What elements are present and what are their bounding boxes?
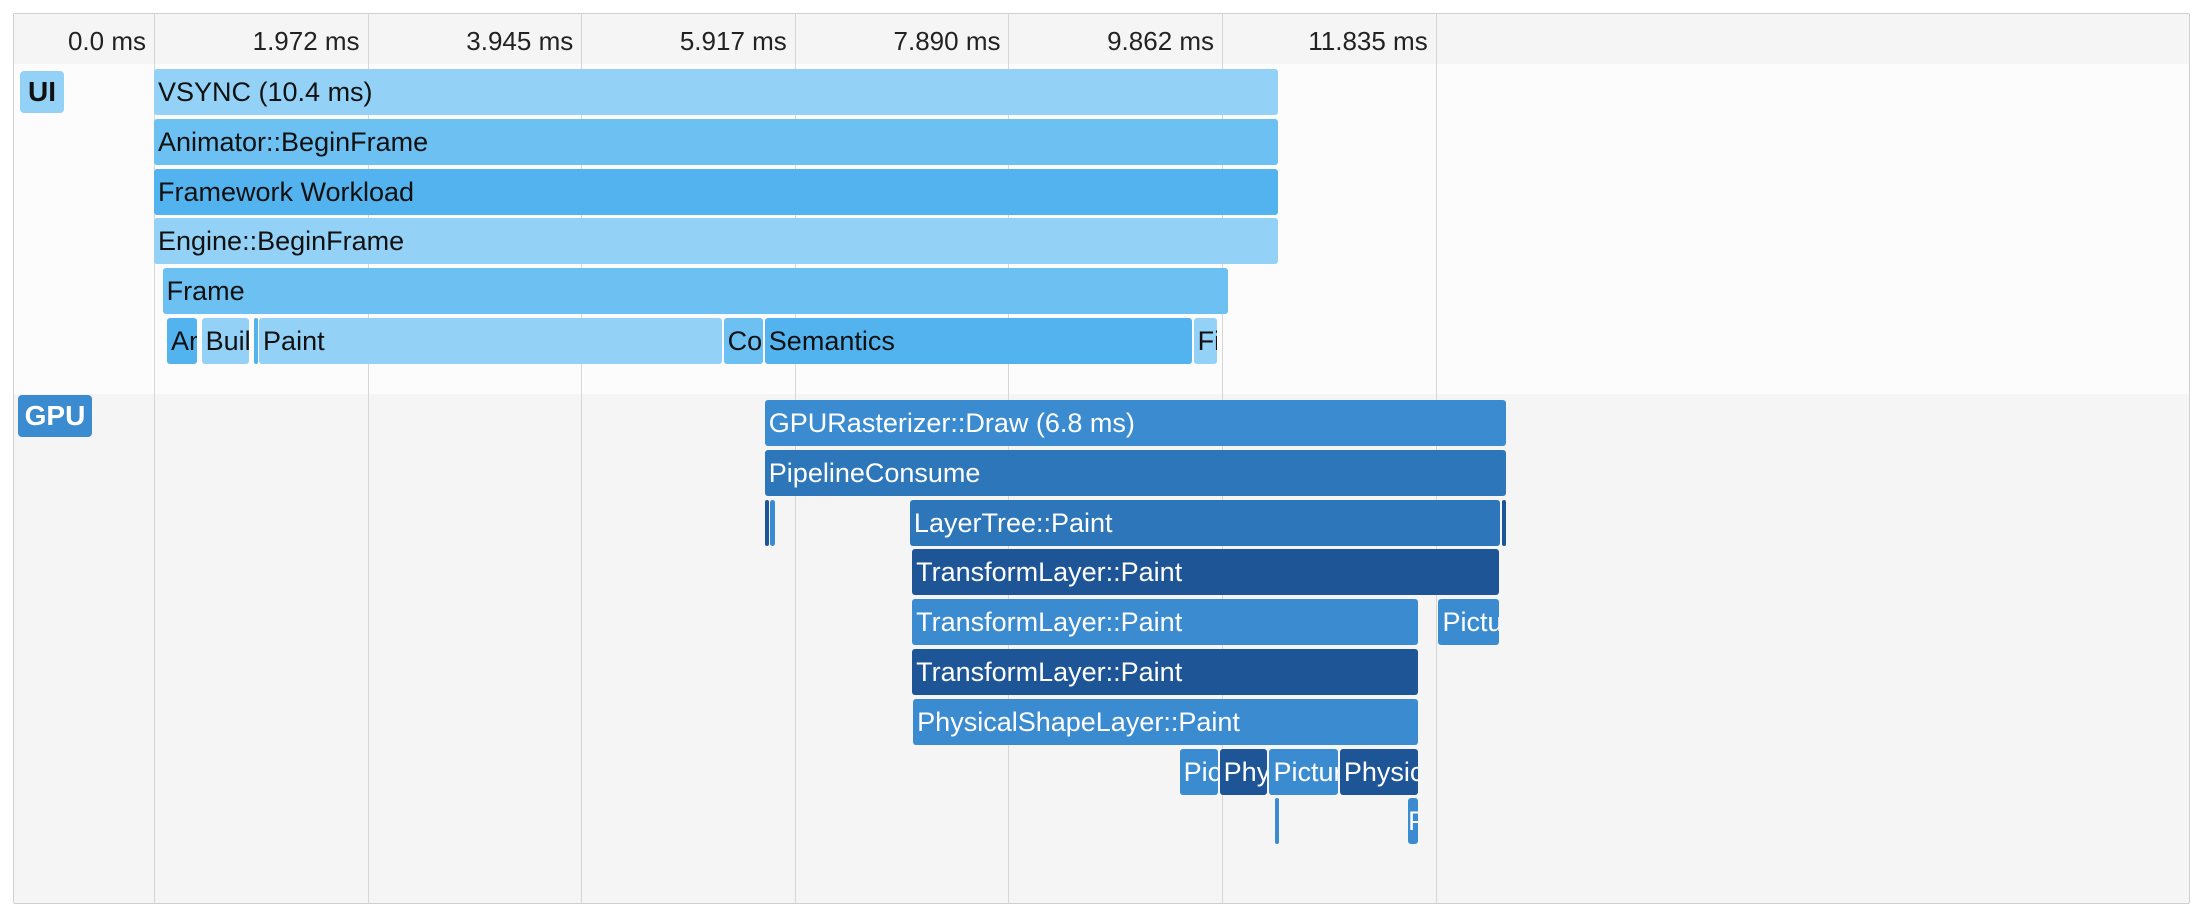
grid-line bbox=[367, 14, 369, 903]
event-bar[interactable]: Animate bbox=[166, 318, 198, 364]
event-bar[interactable]: VSYNC (10.4 ms) bbox=[154, 69, 1279, 115]
event-bar[interactable]: Paint bbox=[259, 318, 722, 364]
event-bar[interactable]: TransformLayer::Paint bbox=[912, 649, 1419, 695]
event-bar[interactable] bbox=[1502, 499, 1507, 546]
tick-label: 7.890 ms bbox=[893, 26, 1001, 56]
event-bar[interactable]: PictureLayer::Paint bbox=[1179, 748, 1218, 795]
event-bar[interactable]: PictureLayer::Paint bbox=[1438, 599, 1500, 646]
event-bar[interactable]: GPURasterizer::Draw (6.8 ms) bbox=[764, 400, 1506, 446]
event-bar[interactable]: PipelineConsume bbox=[764, 449, 1506, 496]
grid-line bbox=[154, 14, 155, 903]
event-bar[interactable]: LayerTree::Paint bbox=[909, 499, 1501, 546]
event-bar[interactable]: Frame bbox=[162, 268, 1229, 315]
event-bar[interactable]: PhysicalShapeLayer::Paint bbox=[913, 698, 1419, 745]
event-bar[interactable] bbox=[253, 318, 258, 364]
event-bar[interactable]: Build bbox=[201, 318, 250, 364]
tick-label: 9.862 ms bbox=[1107, 26, 1215, 56]
timeline-chart[interactable]: 0.0 ms 1.972 ms 3.945 ms 5.917 ms 7.890 ms 9.… bbox=[13, 13, 2190, 904]
event-bar[interactable]: TransformLayer::Paint bbox=[912, 549, 1500, 596]
tick-label: 0.0 ms bbox=[67, 26, 146, 56]
event-bar[interactable]: Animator::BeginFrame bbox=[154, 118, 1279, 165]
event-bar[interactable]: Compositing bbox=[723, 318, 763, 364]
event-bar[interactable]: Framework Workload bbox=[154, 168, 1279, 215]
event-bar[interactable]: PictureLayer::Paint bbox=[1269, 748, 1338, 795]
track-label-ui: UI bbox=[20, 71, 64, 113]
tick-label: 5.917 ms bbox=[679, 26, 787, 56]
event-bar[interactable] bbox=[764, 499, 769, 546]
time-ruler: 0.0 ms 1.972 ms 3.945 ms 5.917 ms 7.890 ms 9.… bbox=[14, 14, 2189, 64]
event-bar[interactable]: PictureLayer::Paint bbox=[1408, 798, 1419, 845]
track-label-gpu: GPU bbox=[18, 395, 92, 437]
event-bar[interactable] bbox=[1274, 798, 1279, 845]
event-bar[interactable]: TransformLayer::Paint bbox=[912, 599, 1419, 646]
event-bar[interactable] bbox=[770, 499, 775, 546]
event-bar[interactable]: PhysicalShapeLayer::Paint bbox=[1339, 748, 1419, 795]
event-bar[interactable]: Finalize bbox=[1193, 318, 1217, 364]
tick-label: 11.835 ms bbox=[1308, 26, 1428, 56]
event-bar[interactable]: Engine::BeginFrame bbox=[154, 218, 1279, 265]
grid-line bbox=[581, 14, 583, 903]
event-bar[interactable]: PhysicalShapeLayer::Paint bbox=[1219, 748, 1268, 795]
tick-label: 1.972 ms bbox=[252, 26, 360, 56]
event-bar[interactable]: Semantics bbox=[764, 318, 1192, 364]
tick-label: 3.945 ms bbox=[466, 26, 574, 56]
